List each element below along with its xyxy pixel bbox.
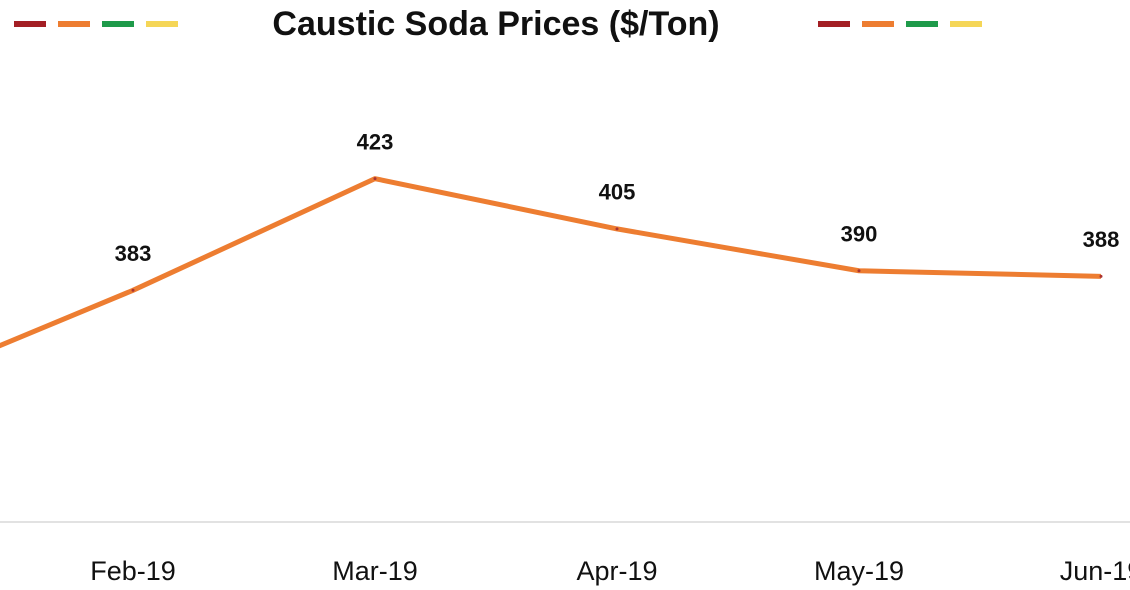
point bbox=[1099, 274, 1103, 278]
value-label: 388 bbox=[1083, 227, 1120, 252]
x-tick-label: Apr-19 bbox=[576, 556, 657, 586]
point bbox=[373, 177, 377, 181]
value-label: 405 bbox=[599, 180, 636, 205]
value-label: 390 bbox=[841, 222, 878, 247]
x-tick-label: Jun-19 bbox=[1060, 556, 1130, 586]
x-tick-label: May-19 bbox=[814, 556, 904, 586]
x-tick-label: Mar-19 bbox=[332, 556, 418, 586]
chart-title: Caustic Soda Prices ($/Ton) bbox=[272, 5, 719, 43]
value-label: 423 bbox=[357, 129, 394, 154]
point bbox=[857, 269, 861, 273]
x-tick-label: Feb-19 bbox=[90, 556, 176, 586]
point bbox=[615, 227, 619, 231]
line bbox=[0, 176, 1102, 349]
point bbox=[131, 288, 135, 292]
value-label: 383 bbox=[115, 241, 152, 266]
